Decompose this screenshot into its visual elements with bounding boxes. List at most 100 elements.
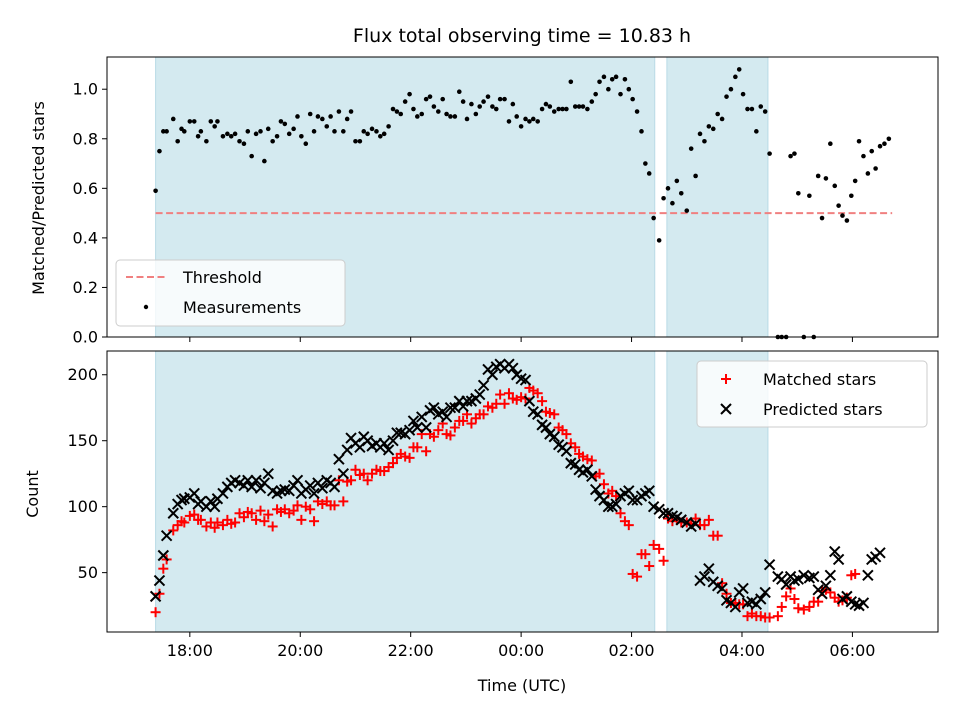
measurement-point [882, 141, 887, 147]
measurement-point [518, 124, 524, 129]
measurement-point [431, 104, 437, 109]
measurement-point [464, 116, 470, 122]
matched-star-point [412, 442, 423, 453]
matched-star-point [346, 475, 357, 486]
matched-star-point [267, 521, 278, 532]
measurement-point [634, 109, 640, 114]
predicted-stars-points [149, 358, 886, 613]
matched-star-point [421, 446, 432, 457]
matched-star-point [532, 388, 543, 399]
predicted-star-point [598, 494, 610, 506]
predicted-star-point [647, 500, 660, 513]
predicted-star-point [698, 570, 711, 583]
matched-star-point [305, 504, 316, 515]
predicted-star-point [602, 500, 615, 513]
predicted-star-point [507, 362, 519, 374]
measurement-point [353, 138, 358, 144]
predicted-star-point [308, 487, 320, 500]
measurement-point [398, 111, 404, 117]
measurement-point [386, 124, 391, 129]
measurement-point [411, 106, 416, 112]
ratio-y-tick-label: 0.4 [73, 228, 98, 247]
x-tick-label: 00:00 [498, 641, 544, 660]
matched-star-point [703, 514, 714, 525]
measurement-point [762, 109, 768, 114]
measurement-point [674, 178, 680, 184]
predicted-star-point [610, 498, 622, 510]
measurement-point [291, 126, 296, 132]
x-axis-label: Time (UTC) [477, 676, 566, 695]
predicted-star-point [755, 593, 767, 605]
ratio-y-ticks: 0.0 0.2 0.4 0.6 0.8 1.0 [73, 80, 107, 347]
measurement-point [365, 131, 370, 137]
measurement-point [609, 77, 615, 82]
measurement-point [758, 104, 764, 109]
matched-star-point [255, 505, 266, 516]
measurement-point [684, 208, 690, 213]
measurement-point [568, 79, 574, 85]
measurement-point [191, 119, 197, 124]
measurement-point [597, 79, 602, 85]
measurement-point [378, 133, 383, 139]
measurement-point [485, 94, 491, 99]
predicted-star-point [703, 562, 715, 575]
measurement-point [877, 143, 883, 149]
measurement-point [678, 190, 684, 196]
count-axes-frame [106, 350, 939, 633]
measurement-point [523, 116, 528, 122]
matched-star-point [350, 464, 361, 475]
measurement-point [823, 176, 829, 181]
matched-star-point [209, 522, 220, 533]
measurement-point [228, 133, 234, 139]
observing-windows-bottom [155, 351, 769, 632]
measurement-point [204, 138, 209, 144]
measurement-point [506, 119, 512, 124]
measurement-point [754, 129, 759, 134]
matched-star-point [212, 517, 223, 528]
measurement-point [618, 91, 623, 97]
measurement-point [869, 148, 875, 154]
ratio-legend: Threshold Measurements [115, 259, 346, 327]
measurement-point [170, 116, 176, 122]
predicted-star-point [763, 559, 776, 571]
predicted-star-point [643, 485, 655, 497]
matched-star-point [158, 563, 169, 574]
measurement-point [861, 153, 866, 159]
predicted-star-point [217, 487, 229, 500]
measurement-point [535, 119, 540, 124]
measurement-point [195, 133, 201, 139]
count-observing-window-0 [155, 351, 655, 632]
measurement-point [407, 91, 412, 97]
measurement-point [539, 106, 545, 112]
ratio-legend-box [115, 259, 346, 327]
measurement-point [613, 74, 619, 80]
legend-measurements-swatch [143, 304, 149, 310]
matched-star-point [189, 509, 200, 520]
matched-star-point [623, 520, 634, 531]
predicted-star-point [657, 507, 670, 519]
matched-star-point [658, 555, 669, 566]
matched-star-point [433, 425, 444, 436]
predicted-star-point [716, 582, 728, 595]
measurement-point [245, 129, 251, 134]
measurement-point [819, 215, 825, 221]
predicted-star-point [531, 408, 544, 421]
predicted-star-point [675, 514, 687, 526]
predicted-star-point [540, 421, 552, 434]
predicted-star-point [581, 464, 594, 476]
measurement-point [278, 119, 284, 124]
measurement-point [456, 89, 462, 94]
matched-star-point [217, 520, 228, 531]
measurement-point [576, 104, 582, 109]
matched-star-point [586, 455, 597, 466]
matched-star-point [717, 578, 728, 589]
matched-star-point [179, 517, 190, 528]
measurement-point [311, 129, 317, 134]
predicted-star-point [623, 485, 635, 497]
measurement-point [702, 138, 707, 144]
matched-star-point [246, 508, 257, 519]
predicted-star-point [167, 507, 179, 519]
matched-star-point [755, 611, 766, 622]
count-y-axis-label: Count [23, 470, 42, 518]
measurement-point [547, 104, 553, 109]
